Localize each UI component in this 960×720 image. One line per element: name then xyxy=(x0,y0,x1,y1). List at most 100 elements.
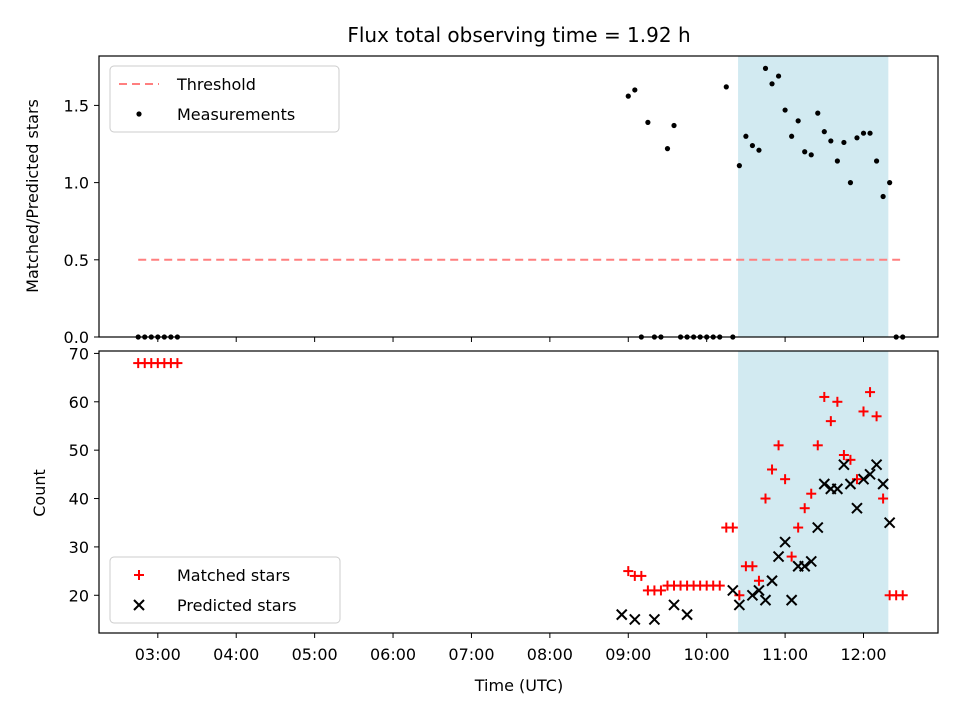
matched-star-point xyxy=(871,411,882,422)
ratio-panel: 0.0 0.5 1.0 1.5 Threshold Measurements xyxy=(64,55,939,347)
predicted-star-point xyxy=(733,599,746,611)
predicted-star-point xyxy=(668,599,680,611)
legend-label: Predicted stars xyxy=(177,596,297,615)
matched-star-point xyxy=(878,493,889,504)
measurement-point xyxy=(854,135,860,141)
predicted-star-point xyxy=(727,584,739,597)
y-tick-label: 60 xyxy=(69,393,89,412)
predicted-star-point xyxy=(883,517,896,529)
predicted-star-point xyxy=(746,589,759,601)
measurement-point xyxy=(841,139,847,146)
measurement-point xyxy=(749,142,756,149)
measurement-point xyxy=(828,138,834,144)
y-tick-label: 20 xyxy=(69,586,89,605)
measurement-point xyxy=(632,87,638,93)
matched-star-point xyxy=(636,570,647,581)
matched-star-point xyxy=(753,575,764,586)
legend-box xyxy=(109,556,341,624)
matched-star-point xyxy=(734,590,745,601)
predicted-star-point xyxy=(870,458,883,471)
x-tick-label: 09:00 xyxy=(605,645,651,664)
measurement-point xyxy=(782,107,788,113)
predicted-star-point xyxy=(877,478,889,490)
predicted-star-point xyxy=(785,594,798,606)
x-tick-label: 12:00 xyxy=(840,645,886,664)
legend: Threshold Measurements xyxy=(109,65,340,133)
measurement-point xyxy=(808,152,814,158)
x-tick-label: 11:00 xyxy=(762,645,808,664)
matched-star-point xyxy=(812,440,823,451)
top-y-axis-label: Matched/Predicted stars xyxy=(23,99,42,293)
legend: Matched stars Predicted stars xyxy=(109,556,341,624)
measurement-point xyxy=(664,146,671,152)
measurement-point xyxy=(645,119,651,125)
predicted-star-point xyxy=(864,468,876,481)
measurement-point xyxy=(887,180,893,186)
measurement-point xyxy=(775,73,782,79)
matched-star-point xyxy=(714,580,725,591)
legend-matched-marker xyxy=(134,570,144,580)
matched-star-point xyxy=(655,585,666,596)
matched-star-point xyxy=(845,454,856,465)
matched-star-point xyxy=(897,590,908,601)
x-tick-label: 03:00 xyxy=(135,645,181,664)
predicted-star-point xyxy=(648,613,661,626)
x-tick-label: 04:00 xyxy=(213,645,259,664)
legend-label: Measurements xyxy=(177,105,295,124)
predicted-star-point xyxy=(753,584,765,597)
predicted-star-point xyxy=(772,550,785,563)
matched-star-point xyxy=(825,416,836,427)
x-tick-label: 07:00 xyxy=(448,645,494,664)
measurement-point xyxy=(880,193,886,200)
measurement-point xyxy=(625,93,631,99)
predicted-star-point xyxy=(838,458,850,471)
observing-span xyxy=(738,56,889,337)
matched-star-point xyxy=(747,561,758,572)
measurement-point xyxy=(860,130,867,136)
count-panel: 20 30 40 50 60 70 03:00 04:00 05:00 06:00 07:00 08:… xyxy=(69,344,939,664)
matched-star-point xyxy=(851,474,862,485)
matched-star-point xyxy=(727,522,738,533)
matched-star-point xyxy=(786,551,797,562)
predicted-star-point xyxy=(812,521,824,534)
x-tick-label: 10:00 xyxy=(684,645,730,664)
y-tick-label: 30 xyxy=(69,538,89,557)
matched-star-point xyxy=(773,440,784,451)
measurement-point xyxy=(789,133,795,139)
matched-star-point xyxy=(172,358,183,369)
predicted-star-point xyxy=(779,536,791,548)
measurement-point xyxy=(671,122,677,129)
matched-star-point xyxy=(760,493,771,504)
x-tick-label: 08:00 xyxy=(527,645,573,664)
matched-star-point xyxy=(799,503,810,514)
matched-star-point xyxy=(865,387,876,398)
y-tick-label: 1.5 xyxy=(64,96,89,115)
predicted-star-point xyxy=(818,478,831,490)
measurement-point xyxy=(769,81,775,87)
measurement-point xyxy=(795,118,801,124)
predicted-star-point xyxy=(766,575,778,587)
predicted-star-point xyxy=(851,502,863,514)
matched-star-point xyxy=(793,522,804,533)
matched-star-point xyxy=(623,566,634,577)
predicted-star-point xyxy=(759,594,772,606)
predicted-star-point xyxy=(844,478,857,490)
legend-measurement-marker xyxy=(136,111,142,117)
matched-star-point xyxy=(819,391,830,402)
y-tick-label: 70 xyxy=(69,344,89,363)
plot-frame xyxy=(98,55,939,338)
measurement-point xyxy=(762,65,769,71)
y-tick-label: 0.0 xyxy=(64,328,89,347)
y-tick-label: 50 xyxy=(69,441,89,460)
x-axis-label: Time (UTC) xyxy=(474,676,563,695)
measurement-point xyxy=(834,158,840,164)
predicted-star-point xyxy=(798,560,811,572)
measurement-point xyxy=(802,149,808,155)
y-tick-label: 0.5 xyxy=(64,251,89,270)
measurement-point xyxy=(756,147,762,153)
matched-star-point xyxy=(838,449,849,460)
measurement-point xyxy=(867,130,873,136)
matched-star-point xyxy=(780,474,791,485)
measurement-point xyxy=(736,163,742,169)
predicted-star-point xyxy=(831,483,844,495)
